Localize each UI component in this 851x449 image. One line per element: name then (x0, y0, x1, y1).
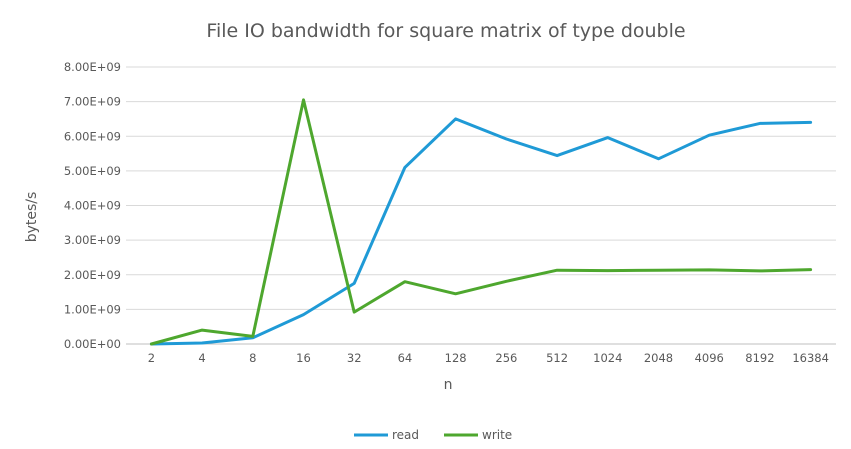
x-axis-tick-labels: 2 4 8 16 32 64 128 256 512 1024 2048 4096 8192 16384 (148, 351, 829, 365)
legend-label-read: read (392, 428, 419, 442)
legend: read write (354, 428, 512, 442)
series-line-read (149, 117, 813, 346)
x-tick-label: 8192 (745, 351, 774, 365)
gridlines (126, 66, 836, 310)
y-tick-label: 6.00E+09 (64, 129, 121, 143)
y-tick-label: 3.00E+09 (64, 233, 121, 247)
y-tick-label: 1.00E+09 (64, 302, 121, 316)
x-tick-label: 4 (198, 351, 205, 365)
legend-label-write: write (482, 428, 512, 442)
x-tick-label: 256 (495, 351, 517, 365)
x-tick-label: 2 (148, 351, 155, 365)
x-tick-label: 32 (347, 351, 362, 365)
x-tick-label: 512 (546, 351, 568, 365)
x-tick-label: 64 (398, 351, 413, 365)
x-tick-label: 16384 (792, 351, 829, 365)
x-tick-label: 1024 (593, 351, 622, 365)
x-tick-label: 128 (445, 351, 467, 365)
y-tick-label: 0.00E+00 (64, 337, 121, 351)
series-line-write (149, 98, 813, 346)
series-lines (149, 98, 813, 346)
y-tick-label: 2.00E+09 (64, 268, 121, 282)
y-tick-label: 7.00E+09 (64, 95, 121, 109)
y-axis-tick-labels: 0.00E+00 1.00E+09 2.00E+09 3.00E+09 4.00E+09… (64, 60, 121, 351)
x-tick-label: 16 (296, 351, 311, 365)
y-axis-label: bytes/s (24, 192, 40, 243)
y-tick-label: 4.00E+09 (64, 199, 121, 213)
x-tick-label: 8 (249, 351, 256, 365)
chart-title: File IO bandwidth for square matrix of t… (206, 20, 685, 42)
x-tick-label: 4096 (695, 351, 724, 365)
x-axis-label: n (444, 377, 453, 393)
y-tick-label: 8.00E+09 (64, 60, 121, 74)
y-tick-label: 5.00E+09 (64, 164, 121, 178)
x-tick-label: 2048 (644, 351, 673, 365)
